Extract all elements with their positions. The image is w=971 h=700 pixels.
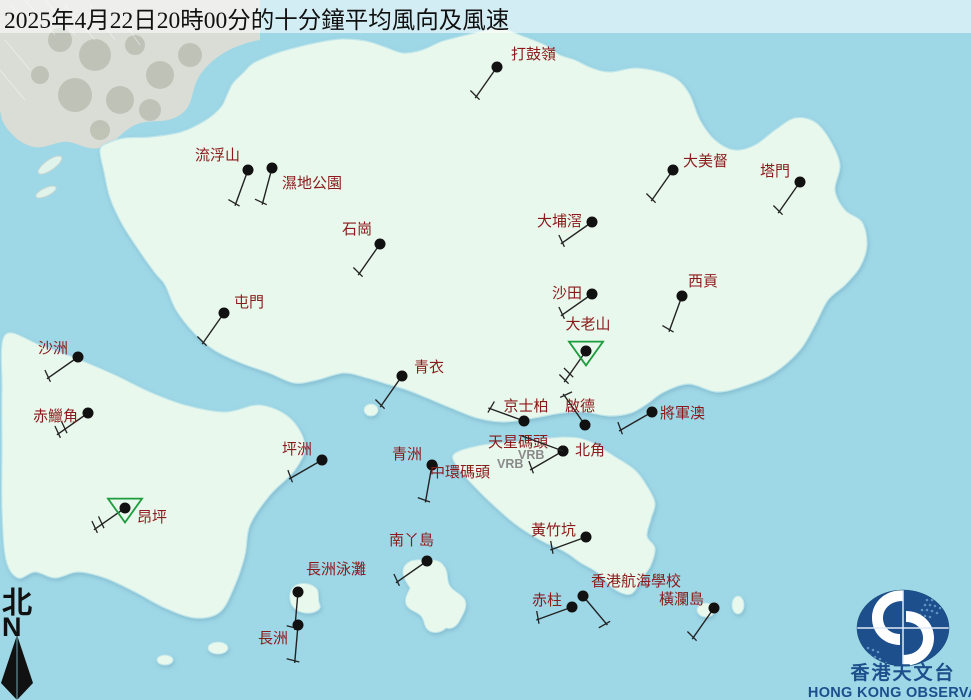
svg-text:打鼓嶺: 打鼓嶺 <box>511 46 556 63</box>
svg-text:流浮山: 流浮山 <box>195 147 240 164</box>
svg-text:京士柏: 京士柏 <box>503 398 548 415</box>
svg-text:長洲: 長洲 <box>258 630 288 647</box>
svg-text:HONG KONG OBSERVATORY: HONG KONG OBSERVATORY <box>808 685 971 700</box>
svg-text:西貢: 西貢 <box>688 273 718 290</box>
svg-text:中環碼頭: 中環碼頭 <box>430 464 490 481</box>
svg-text:坪洲: 坪洲 <box>282 441 312 458</box>
svg-text:赤鱲角: 赤鱲角 <box>33 408 78 425</box>
svg-text:青洲: 青洲 <box>392 446 422 463</box>
svg-text:VRB: VRB <box>518 448 544 462</box>
svg-text:南丫島: 南丫島 <box>389 532 434 549</box>
svg-text:黃竹坑: 黃竹坑 <box>531 522 576 539</box>
svg-text:石崗: 石崗 <box>342 221 372 238</box>
svg-text:屯門: 屯門 <box>234 294 264 311</box>
svg-text:昂坪: 昂坪 <box>137 509 167 526</box>
svg-text:濕地公園: 濕地公園 <box>282 175 342 192</box>
svg-text:赤柱: 赤柱 <box>532 592 562 609</box>
svg-text:北角: 北角 <box>575 442 605 459</box>
svg-text:長洲泳灘: 長洲泳灘 <box>306 561 366 578</box>
svg-text:香港天文台: 香港天文台 <box>849 661 955 684</box>
svg-text:香港航海學校: 香港航海學校 <box>591 572 681 590</box>
svg-text:大美督: 大美督 <box>683 153 728 170</box>
svg-text:沙洲: 沙洲 <box>38 340 68 357</box>
svg-text:沙田: 沙田 <box>552 285 582 302</box>
svg-text:大老山: 大老山 <box>565 316 610 333</box>
svg-text:將軍澳: 將軍澳 <box>660 405 705 422</box>
svg-text:大埔滘: 大埔滘 <box>537 213 582 230</box>
svg-text:塔門: 塔門 <box>760 163 790 180</box>
svg-text:啟德: 啟德 <box>565 397 595 415</box>
svg-text:橫瀾島: 橫瀾島 <box>659 591 704 608</box>
svg-text:青衣: 青衣 <box>414 359 444 376</box>
